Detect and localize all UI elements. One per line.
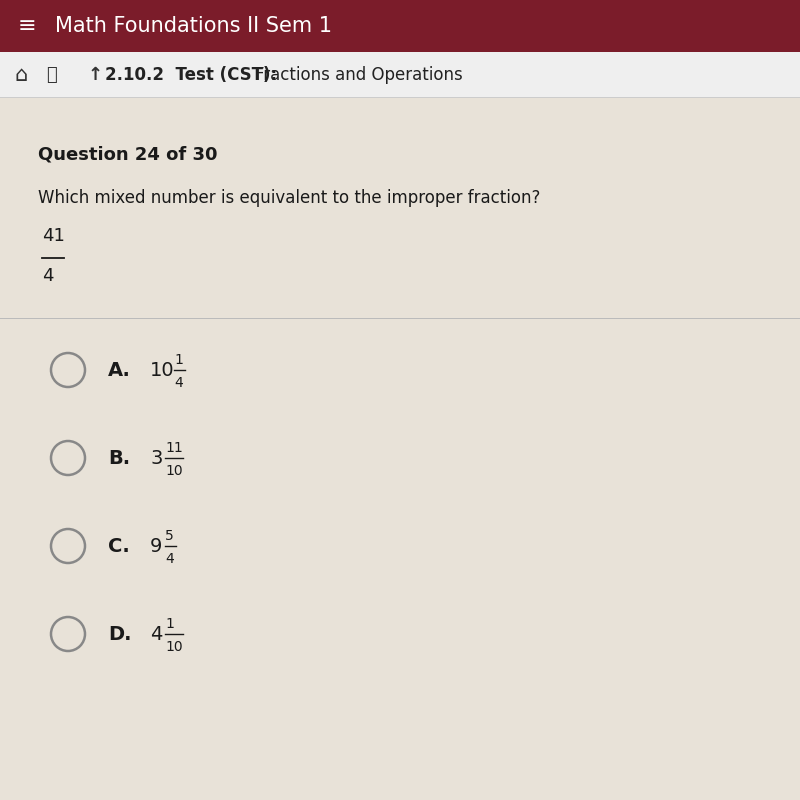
Text: 10: 10 [150,361,174,379]
Text: ↑: ↑ [88,66,103,84]
Text: 1: 1 [174,353,183,367]
Text: 4: 4 [150,625,162,643]
Text: 4: 4 [165,552,174,566]
Text: Which mixed number is equivalent to the improper fraction?: Which mixed number is equivalent to the … [38,189,540,207]
Text: B.: B. [108,449,130,467]
Text: 11: 11 [165,441,182,455]
Text: Question 24 of 30: Question 24 of 30 [38,145,218,163]
Text: 10: 10 [165,464,182,478]
Text: 🧳: 🧳 [46,66,57,84]
Text: 1: 1 [165,617,174,631]
FancyBboxPatch shape [0,0,800,52]
Text: 41: 41 [42,227,65,245]
Text: A.: A. [108,361,131,379]
Text: ≡: ≡ [18,16,37,36]
Text: 4: 4 [42,267,54,285]
Text: 10: 10 [165,640,182,654]
Text: 2.10.2  Test (CST):: 2.10.2 Test (CST): [105,66,277,84]
Text: 3: 3 [150,449,162,467]
Text: C.: C. [108,537,130,555]
FancyBboxPatch shape [0,318,800,319]
FancyBboxPatch shape [0,52,800,98]
Text: 5: 5 [165,529,174,543]
Text: 4: 4 [174,376,182,390]
Text: Fractions and Operations: Fractions and Operations [255,66,462,84]
Text: ⌂: ⌂ [15,65,28,85]
Text: 9: 9 [150,537,162,555]
Text: D.: D. [108,625,131,643]
FancyBboxPatch shape [0,97,800,98]
Text: Math Foundations II Sem 1: Math Foundations II Sem 1 [55,16,332,36]
